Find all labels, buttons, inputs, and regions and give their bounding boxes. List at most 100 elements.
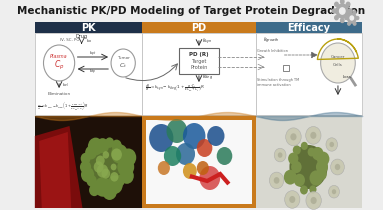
Circle shape bbox=[316, 168, 327, 180]
FancyBboxPatch shape bbox=[283, 65, 289, 71]
Circle shape bbox=[340, 18, 344, 22]
Circle shape bbox=[290, 145, 327, 189]
Circle shape bbox=[158, 161, 170, 175]
Circle shape bbox=[96, 156, 105, 166]
Text: $k_{syn}$: $k_{syn}$ bbox=[201, 37, 212, 47]
Circle shape bbox=[105, 137, 114, 148]
Circle shape bbox=[354, 11, 356, 14]
Circle shape bbox=[200, 166, 220, 190]
FancyBboxPatch shape bbox=[142, 22, 256, 33]
Circle shape bbox=[274, 148, 286, 162]
Circle shape bbox=[346, 2, 350, 6]
Text: PD (R): PD (R) bbox=[189, 52, 209, 57]
Circle shape bbox=[101, 169, 110, 178]
Circle shape bbox=[167, 119, 187, 143]
Circle shape bbox=[336, 4, 349, 18]
Text: PD: PD bbox=[192, 22, 206, 33]
Circle shape bbox=[96, 138, 109, 153]
Circle shape bbox=[332, 189, 336, 194]
Circle shape bbox=[83, 141, 128, 193]
Circle shape bbox=[197, 161, 209, 175]
Circle shape bbox=[111, 164, 116, 170]
Circle shape bbox=[115, 175, 125, 186]
Circle shape bbox=[350, 16, 354, 20]
Circle shape bbox=[312, 147, 324, 160]
Text: Protein: Protein bbox=[190, 65, 208, 70]
Circle shape bbox=[121, 148, 136, 167]
Circle shape bbox=[348, 11, 350, 14]
Text: $\frac{dC}{dt} = k_{syn} - k_{deg}\left(1 + \frac{k_{deg}\cdot C_t}{EC_{50}+C_t}: $\frac{dC}{dt} = k_{syn} - k_{deg}\left(… bbox=[38, 99, 88, 112]
Circle shape bbox=[278, 152, 283, 158]
Text: $k_{el}$: $k_{el}$ bbox=[62, 81, 69, 89]
Circle shape bbox=[340, 8, 345, 14]
Circle shape bbox=[335, 2, 338, 6]
Circle shape bbox=[310, 132, 316, 139]
FancyBboxPatch shape bbox=[142, 116, 256, 208]
Circle shape bbox=[306, 126, 321, 144]
Circle shape bbox=[317, 152, 329, 166]
Circle shape bbox=[81, 153, 90, 164]
Circle shape bbox=[286, 128, 301, 146]
Circle shape bbox=[356, 17, 359, 20]
Circle shape bbox=[207, 126, 224, 146]
Circle shape bbox=[311, 197, 317, 204]
Circle shape bbox=[354, 22, 356, 25]
Circle shape bbox=[285, 191, 300, 208]
Circle shape bbox=[347, 13, 356, 23]
Text: Loss: Loss bbox=[342, 75, 351, 79]
Text: $k_{tp}$: $k_{tp}$ bbox=[89, 67, 97, 76]
FancyBboxPatch shape bbox=[256, 116, 362, 208]
Text: Target: Target bbox=[191, 59, 207, 64]
Circle shape bbox=[349, 9, 352, 13]
Circle shape bbox=[103, 151, 109, 159]
Circle shape bbox=[164, 146, 181, 166]
Circle shape bbox=[183, 123, 205, 149]
FancyBboxPatch shape bbox=[256, 33, 362, 115]
Circle shape bbox=[301, 142, 308, 150]
Text: Cells: Cells bbox=[333, 63, 343, 67]
Circle shape bbox=[289, 196, 295, 203]
Circle shape bbox=[284, 170, 297, 185]
Text: Tumor: Tumor bbox=[117, 56, 129, 60]
Circle shape bbox=[89, 184, 100, 196]
Circle shape bbox=[176, 143, 195, 165]
Text: $k_{deg}$: $k_{deg}$ bbox=[201, 73, 213, 83]
Circle shape bbox=[306, 192, 321, 209]
Circle shape bbox=[111, 148, 122, 161]
FancyBboxPatch shape bbox=[35, 33, 142, 115]
Polygon shape bbox=[39, 132, 71, 208]
Text: Stimulation through TM: Stimulation through TM bbox=[257, 78, 300, 82]
Circle shape bbox=[321, 43, 355, 83]
Polygon shape bbox=[35, 126, 82, 208]
Circle shape bbox=[94, 161, 103, 173]
FancyBboxPatch shape bbox=[35, 22, 142, 33]
Text: $C_p$: $C_p$ bbox=[54, 58, 64, 71]
Circle shape bbox=[102, 183, 117, 200]
Circle shape bbox=[87, 175, 97, 187]
Circle shape bbox=[290, 133, 296, 140]
Circle shape bbox=[345, 17, 347, 20]
Text: immune activation: immune activation bbox=[257, 83, 291, 87]
Circle shape bbox=[88, 138, 103, 155]
Circle shape bbox=[331, 159, 344, 175]
Text: Efficacy: Efficacy bbox=[288, 22, 331, 33]
Text: Drug: Drug bbox=[75, 34, 88, 39]
FancyBboxPatch shape bbox=[179, 48, 219, 74]
Text: PK: PK bbox=[81, 22, 96, 33]
Circle shape bbox=[346, 16, 350, 20]
Circle shape bbox=[329, 142, 334, 147]
Circle shape bbox=[326, 138, 337, 151]
Text: Elimination: Elimination bbox=[47, 92, 70, 96]
Circle shape bbox=[309, 185, 316, 194]
Circle shape bbox=[149, 124, 173, 152]
Circle shape bbox=[308, 148, 315, 156]
Text: $k_{pt}$: $k_{pt}$ bbox=[89, 49, 97, 58]
FancyBboxPatch shape bbox=[35, 116, 142, 208]
Circle shape bbox=[111, 140, 122, 151]
Circle shape bbox=[85, 146, 97, 159]
Text: $C_t$: $C_t$ bbox=[119, 61, 127, 70]
Circle shape bbox=[335, 16, 338, 20]
Text: Growth Inhibition: Growth Inhibition bbox=[257, 49, 288, 53]
Circle shape bbox=[117, 157, 134, 177]
FancyBboxPatch shape bbox=[142, 33, 256, 115]
